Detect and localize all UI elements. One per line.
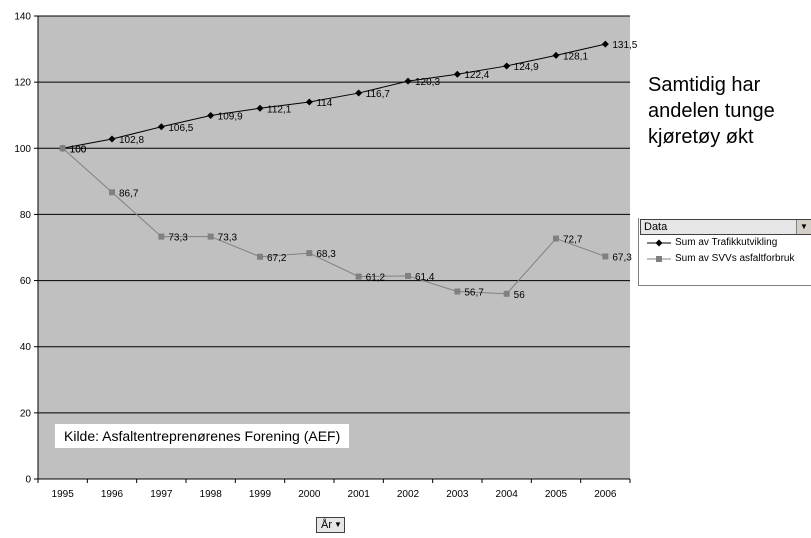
y-tick-label: 0 — [25, 475, 31, 486]
data-point — [454, 288, 461, 295]
x-tick-label: 1999 — [249, 489, 272, 500]
data-labels: 100 102,8 106,5 109,9 112,1 114 116,7 120,3 122,… — [70, 40, 638, 301]
data-label: 68,3 — [316, 249, 336, 260]
data-point — [553, 235, 559, 242]
x-tick-label: 1998 — [200, 489, 223, 500]
series-line — [62, 43, 606, 149]
x-tick-label: 2003 — [446, 489, 469, 500]
x-tick-label: 2002 — [397, 489, 420, 500]
data-label: 72,7 — [563, 235, 583, 246]
x-tick-label: 2001 — [348, 489, 371, 500]
axes: 0 20 40 60 80 100 120 140 1995 1996 1997 1998 1999 20… — [14, 12, 631, 500]
data-label: 61,2 — [366, 273, 386, 284]
x-tick-label: 2004 — [496, 489, 519, 500]
data-point — [552, 51, 560, 59]
square-marker-icon — [647, 256, 671, 262]
data-point — [207, 112, 215, 120]
legend: Data ▼ Sum av Trafikkutvikling Sum av SV… — [638, 218, 811, 286]
x-tick-label: 2000 — [298, 489, 321, 500]
y-tick-label: 60 — [20, 276, 32, 287]
data-point — [157, 123, 165, 131]
data-point — [601, 40, 609, 48]
y-tick-label: 40 — [20, 342, 32, 353]
data-label: 114 — [316, 98, 332, 109]
source-note: Kilde: Asfaltentreprenørenes Forening (A… — [55, 424, 350, 448]
data-label: 73,3 — [218, 233, 238, 244]
data-point — [602, 253, 609, 260]
data-label: 56 — [514, 290, 526, 301]
y-tick-label: 120 — [14, 78, 31, 89]
x-tick-label: 2006 — [594, 489, 617, 500]
data-label: 120,3 — [415, 77, 440, 88]
series-layer — [59, 40, 609, 297]
data-label: 122,4 — [464, 70, 489, 81]
data-point — [404, 77, 412, 85]
y-tick-label: 20 — [20, 408, 32, 419]
legend-item-asfaltforbruk: Sum av SVVs asfaltforbruk — [639, 251, 811, 267]
y-tick-label: 100 — [14, 144, 31, 155]
data-label: 67,3 — [612, 252, 632, 263]
legend-header[interactable]: Data ▼ — [640, 219, 811, 235]
chevron-down-icon[interactable]: ▼ — [796, 220, 811, 234]
data-point — [257, 253, 263, 260]
x-tick-label: 2005 — [545, 489, 568, 500]
y-tick-label: 80 — [20, 210, 32, 221]
data-point — [305, 98, 313, 106]
data-label: 112,1 — [267, 104, 292, 115]
y-tick-label: 140 — [14, 12, 31, 23]
legend-header-label: Data — [644, 221, 668, 233]
axis-field-label: År — [321, 519, 332, 531]
data-point — [158, 233, 165, 240]
data-label: 128,1 — [563, 51, 588, 62]
data-label: 131,5 — [612, 40, 637, 51]
plot-area — [38, 16, 630, 479]
x-tick-label: 1997 — [150, 489, 173, 500]
data-point — [306, 250, 313, 257]
data-label: 67,2 — [267, 253, 287, 264]
side-note: Samtidig har andelen tunge kjøretøy økt — [648, 74, 775, 148]
data-point — [453, 70, 461, 78]
x-tick-label: 1996 — [101, 489, 124, 500]
x-tick-label: 1995 — [52, 489, 75, 500]
data-point — [109, 189, 115, 196]
data-label: 106,5 — [168, 123, 193, 134]
axis-field-button[interactable]: År ▼ — [316, 517, 345, 533]
data-label: 61,4 — [415, 272, 435, 283]
series-line — [62, 147, 606, 295]
data-label: 56,7 — [464, 287, 484, 298]
diamond-marker-icon — [647, 239, 671, 247]
data-point — [355, 273, 362, 280]
legend-item-label: Sum av Trafikkutvikling — [675, 237, 778, 248]
data-label: 100 — [70, 144, 87, 155]
data-label: 100 — [70, 144, 87, 155]
chevron-down-icon: ▼ — [334, 520, 342, 529]
data-point — [503, 62, 511, 70]
data-label: 124,9 — [514, 62, 539, 73]
data-point — [207, 233, 214, 240]
data-point — [405, 272, 411, 279]
data-point — [503, 290, 510, 297]
legend-item-trafikkutvikling: Sum av Trafikkutvikling — [639, 235, 811, 251]
data-point — [108, 135, 116, 143]
data-label: 109,9 — [218, 112, 243, 123]
data-point — [355, 89, 363, 97]
data-point — [256, 104, 264, 112]
legend-item-label: Sum av SVVs asfaltforbruk — [675, 253, 795, 264]
data-label: 102,8 — [119, 135, 144, 146]
data-point — [59, 145, 66, 152]
data-label: 73,3 — [168, 233, 188, 244]
data-label: 86,7 — [119, 188, 139, 199]
data-label: 116,7 — [366, 89, 391, 100]
